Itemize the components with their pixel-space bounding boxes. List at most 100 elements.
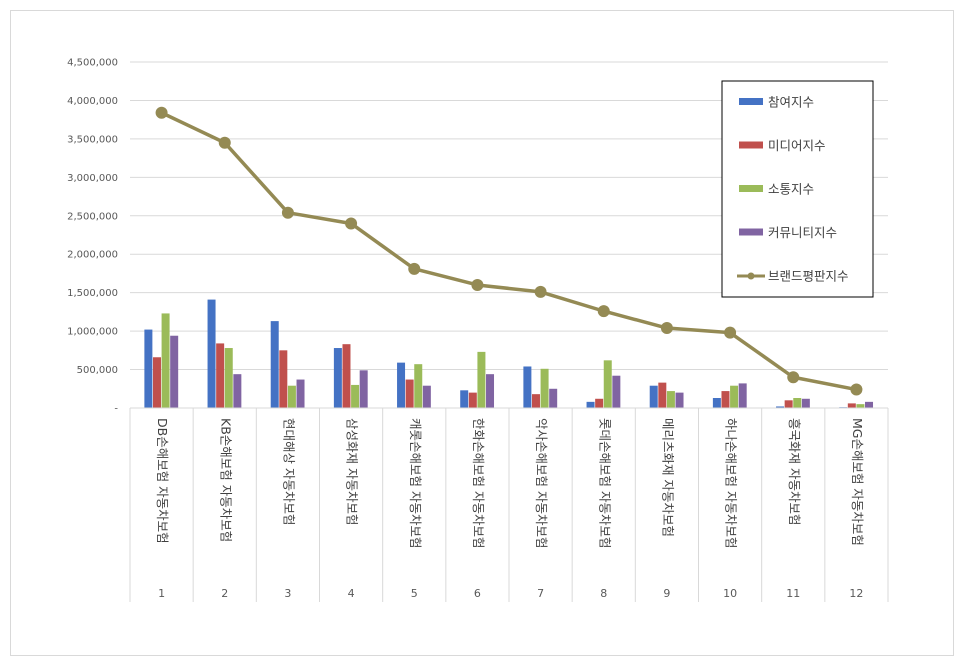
- bar: [233, 374, 242, 408]
- y-tick-label: 4,000,000: [67, 96, 118, 107]
- bar: [279, 350, 288, 408]
- bar: [170, 335, 179, 408]
- line-point: [281, 206, 294, 219]
- y-tick-label: 2,000,000: [67, 250, 118, 261]
- line-point: [345, 217, 358, 230]
- legend-swatch: [739, 228, 763, 236]
- y-tick-label: 3,500,000: [67, 134, 118, 145]
- y-tick-label: 4,500,000: [67, 58, 118, 69]
- bar: [152, 357, 161, 408]
- bar: [270, 321, 279, 408]
- line-point: [534, 285, 547, 298]
- line-point: [408, 262, 421, 275]
- y-tick-label: 1,500,000: [67, 288, 118, 299]
- x-rank-label: 7: [537, 587, 544, 600]
- bar: [144, 329, 153, 408]
- line-point: [597, 305, 610, 318]
- bar: [712, 398, 721, 408]
- bar: [216, 343, 225, 408]
- legend-swatch: [739, 98, 763, 105]
- x-rank-label: 8: [600, 587, 607, 600]
- bar: [351, 384, 360, 408]
- y-tick-label: 2,500,000: [67, 211, 118, 222]
- x-rank-label: 12: [849, 587, 863, 600]
- line-point: [218, 136, 231, 149]
- y-tick-label: -: [114, 404, 118, 415]
- bar: [224, 348, 233, 408]
- bar: [801, 398, 810, 408]
- x-category-label: MG손해보험 자동차보험: [850, 418, 865, 546]
- bar: [523, 366, 532, 408]
- bar: [612, 375, 621, 408]
- bar: [793, 398, 802, 408]
- bar: [460, 390, 469, 408]
- legend-label: 참여지수: [768, 95, 814, 110]
- bar: [549, 388, 558, 408]
- bar: [296, 379, 305, 408]
- bar: [333, 348, 342, 408]
- x-rank-label: 6: [474, 587, 481, 600]
- bar: [649, 385, 658, 408]
- legend-label: 커뮤니티지수: [768, 225, 837, 240]
- bar: [856, 404, 865, 408]
- x-category-label: DB손해보험 자동차보험: [155, 418, 170, 544]
- bar: [486, 374, 495, 408]
- x-rank-label: 4: [348, 587, 355, 600]
- line-point: [660, 322, 673, 335]
- y-tick-label: 3,000,000: [67, 173, 118, 184]
- x-category-label: 롯데손해보험 자동차보험: [597, 418, 612, 548]
- bar: [658, 382, 667, 408]
- legend-swatch: [739, 141, 763, 149]
- x-category-label: 현대해상 자동차보험: [281, 418, 296, 525]
- legend-swatch: [739, 185, 763, 192]
- bar: [675, 392, 684, 408]
- legend-label: 소통지수: [768, 182, 814, 197]
- line-point: [787, 371, 800, 384]
- bar: [540, 368, 549, 408]
- line-point: [724, 326, 737, 339]
- bar: [738, 383, 747, 408]
- bar: [730, 385, 739, 408]
- bar: [776, 406, 785, 408]
- bar: [359, 370, 368, 408]
- x-rank-label: 1: [158, 587, 165, 600]
- legend-label: 미디어지수: [768, 138, 826, 153]
- brand-reputation-line: [160, 111, 857, 392]
- bar: [784, 400, 793, 408]
- y-tick-label: 1,000,000: [67, 327, 118, 338]
- bar: [666, 391, 675, 408]
- bar: [603, 360, 612, 408]
- bar: [531, 394, 540, 408]
- x-rank-label: 3: [284, 587, 291, 600]
- bar: [595, 398, 604, 408]
- bar: [477, 351, 486, 408]
- legend-label: 브랜드평판지수: [768, 269, 849, 284]
- bar: [161, 313, 170, 408]
- legend-line-marker: [747, 272, 755, 280]
- x-category-label: 한화손해보험 자동차보험: [471, 418, 486, 548]
- bar: [468, 392, 477, 408]
- x-category-label: 메리츠화재 자동차보험: [660, 418, 675, 537]
- x-rank-label: 11: [786, 587, 800, 600]
- x-rank-label: 5: [411, 587, 418, 600]
- line-point: [850, 383, 863, 396]
- bar: [721, 391, 730, 408]
- bar: [414, 364, 423, 408]
- bar: [586, 401, 595, 408]
- bar: [287, 385, 296, 408]
- line-point: [155, 106, 168, 119]
- x-category-label: 캐롯손해보험 자동차보험: [408, 418, 423, 548]
- x-category-label: 악사손해보험 자동차보험: [534, 418, 549, 548]
- line-point: [471, 278, 484, 291]
- bar: [207, 299, 216, 408]
- x-rank-label: 2: [221, 587, 228, 600]
- bar: [865, 401, 874, 408]
- x-category-label: KB손해보험 자동차보험: [218, 418, 233, 542]
- y-tick-label: 500,000: [77, 365, 118, 376]
- x-rank-label: 9: [663, 587, 670, 600]
- bar: [405, 379, 414, 408]
- bar: [397, 362, 406, 408]
- x-category-label: 삼성화재 자동차보험: [345, 418, 360, 525]
- bar: [422, 385, 431, 408]
